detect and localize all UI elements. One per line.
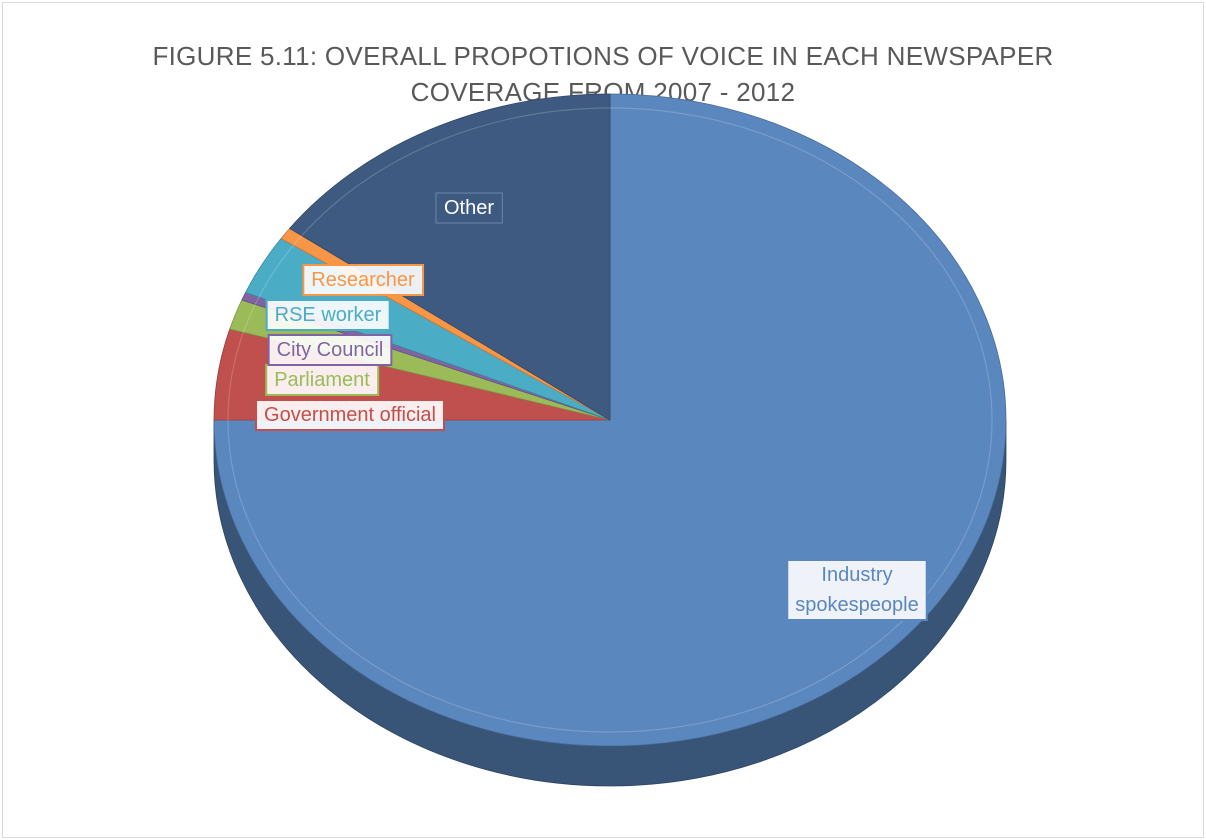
data-label-text: City Council — [277, 339, 384, 361]
data-label-text: Parliament — [274, 369, 370, 391]
chart-title: FIGURE 5.11: OVERALL PROPOTIONS OF VOICE… — [0, 38, 1206, 110]
data-label-city-council: City Council — [267, 334, 393, 366]
chart-title-line-1: FIGURE 5.11: OVERALL PROPOTIONS OF VOICE… — [152, 41, 1054, 71]
data-label-text: RSE worker — [275, 304, 382, 326]
data-label-parliament: Parliament — [265, 364, 380, 396]
data-label-text: Industry — [821, 564, 892, 586]
data-label-text: Researcher — [311, 269, 415, 291]
pie-slice-other — [289, 93, 611, 421]
data-label-rse-worker: RSE worker — [265, 299, 391, 331]
data-label-researcher: Researcher — [302, 264, 425, 296]
data-label-industry-spokespeople: Industry spokespeople — [786, 559, 928, 621]
data-label-text: spokespeople — [795, 594, 918, 616]
pie-highlight — [227, 107, 993, 733]
data-label-government-official: Government official — [255, 399, 445, 431]
data-label-text: Government official — [264, 404, 436, 426]
data-label-other: Other — [435, 192, 503, 224]
data-label-text: Other — [444, 197, 494, 219]
pie-labels: Industry spokespeople Government official P… — [255, 192, 928, 621]
